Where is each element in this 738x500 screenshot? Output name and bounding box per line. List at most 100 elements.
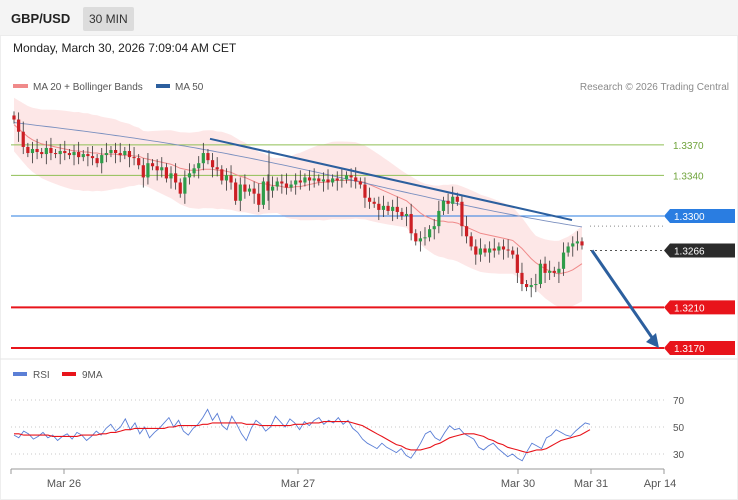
- candle-body: [155, 166, 159, 171]
- rsi-ma-line: [14, 421, 591, 454]
- candle-body: [35, 148, 39, 153]
- candle-body: [90, 156, 95, 159]
- candle-body: [257, 193, 261, 205]
- candle-body: [30, 148, 35, 154]
- candle-body: [464, 226, 469, 237]
- candle: [492, 238, 496, 258]
- candle-body: [437, 210, 441, 227]
- candle-body: [271, 186, 275, 191]
- candle: [243, 174, 247, 199]
- candle-body: [215, 167, 219, 170]
- candle-body: [187, 173, 192, 178]
- candle-body: [451, 196, 455, 204]
- instrument-pair: GBP/USD: [11, 11, 71, 26]
- ma50-legend-label: MA 50: [175, 82, 204, 93]
- level-tag-1.3266: [664, 243, 735, 258]
- candle: [580, 237, 584, 250]
- candle: [155, 159, 159, 181]
- candle: [497, 242, 501, 255]
- x-tick-label: Mar 30: [501, 478, 535, 490]
- candle-body: [132, 157, 136, 159]
- candle: [511, 246, 515, 259]
- candle-body: [372, 201, 376, 204]
- level-label-1.3266: 1.3266: [674, 247, 705, 258]
- candle-body: [266, 181, 270, 191]
- candle-body: [349, 175, 353, 178]
- ma20-legend-label: MA 20 + Bollinger Bands: [33, 82, 143, 93]
- candle-body: [307, 177, 312, 181]
- candle: [234, 178, 238, 205]
- candle-body: [441, 200, 446, 211]
- candle-body: [354, 177, 358, 182]
- candle-body: [566, 246, 570, 253]
- candle: [197, 156, 201, 179]
- candle: [252, 181, 256, 204]
- candle-body: [515, 254, 519, 273]
- candle: [524, 279, 529, 292]
- candle: [566, 242, 570, 257]
- candle-body: [506, 249, 510, 251]
- candle-body: [86, 154, 90, 157]
- candle-body: [404, 213, 409, 216]
- candle: [344, 171, 349, 184]
- candle-body: [220, 169, 224, 181]
- rsi-ma-legend-swatch: [62, 372, 76, 376]
- candle: [561, 242, 566, 276]
- candle-body: [538, 263, 543, 285]
- candle-body: [252, 188, 256, 194]
- candle-body: [400, 211, 404, 216]
- candle-body: [367, 197, 372, 202]
- candle-body: [247, 188, 252, 192]
- candle-body: [321, 179, 325, 182]
- candle: [428, 225, 432, 242]
- candle-body: [160, 167, 164, 171]
- candle: [257, 183, 261, 212]
- candle: [53, 148, 58, 159]
- candle: [284, 173, 289, 195]
- candle: [113, 142, 118, 164]
- candle-body: [21, 131, 25, 147]
- bollinger-bands-area: [14, 97, 582, 308]
- candle: [224, 168, 229, 191]
- candle: [312, 168, 316, 188]
- candle: [367, 187, 372, 209]
- candle: [183, 170, 187, 204]
- timeframe-badge[interactable]: 30 MIN: [83, 7, 134, 31]
- candle-body: [58, 151, 62, 155]
- candle: [160, 157, 164, 178]
- candle: [423, 227, 427, 246]
- candle: [571, 236, 575, 257]
- candle-body: [17, 119, 21, 132]
- candle: [432, 219, 436, 240]
- rsi-line: [13, 408, 591, 462]
- candle-body: [432, 226, 436, 230]
- projection-arrow-head: [646, 333, 659, 348]
- candle-body: [137, 158, 141, 166]
- candle: [26, 142, 30, 158]
- candle-body: [104, 153, 108, 156]
- candle-body: [529, 285, 533, 288]
- candle: [164, 163, 168, 183]
- candle-body: [381, 205, 386, 210]
- level-tag-1.3170: [664, 341, 735, 355]
- candle-body: [178, 182, 182, 194]
- level-label-1.3300: 1.3300: [674, 212, 705, 223]
- candle: [520, 262, 524, 292]
- candle-body: [414, 233, 418, 242]
- candle-body: [575, 241, 579, 244]
- candle: [372, 197, 376, 208]
- candle: [90, 145, 95, 166]
- top-bar: GBP/USD 30 MIN: [0, 0, 738, 36]
- level-label-1.3340: 1.3340: [673, 171, 704, 182]
- candle-body: [557, 268, 561, 273]
- candle: [464, 216, 469, 244]
- candle: [326, 169, 330, 190]
- x-tick-label: Apr 14: [644, 478, 676, 490]
- level-label-1.3210: 1.3210: [674, 303, 705, 314]
- candle: [17, 112, 21, 142]
- candle: [81, 150, 85, 162]
- candle: [49, 137, 53, 161]
- candle-body: [571, 243, 575, 247]
- candle-body: [418, 238, 422, 242]
- candle-body: [524, 284, 529, 288]
